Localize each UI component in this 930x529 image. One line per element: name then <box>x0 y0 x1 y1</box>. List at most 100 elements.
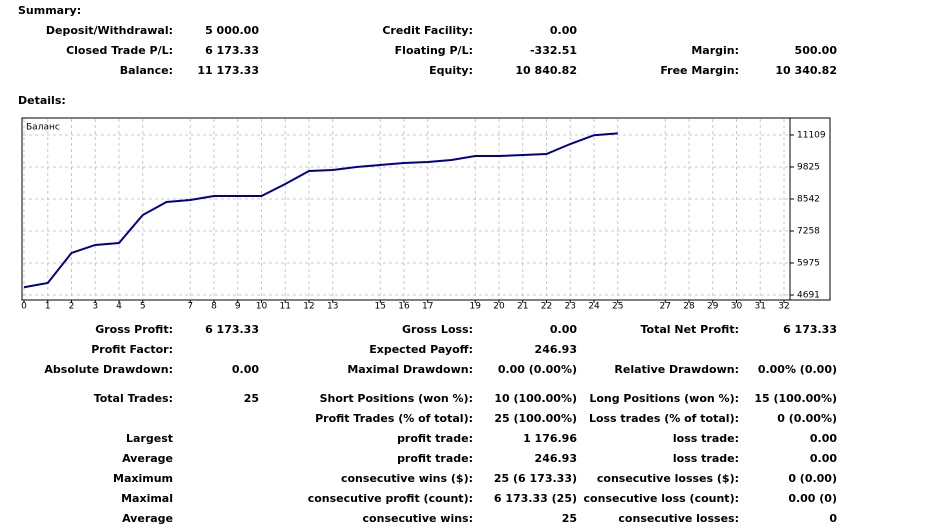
label: Average <box>122 512 173 525</box>
label: consecutive wins: <box>363 512 473 525</box>
label: Gross Profit: <box>95 323 173 336</box>
value: 25 (100.00%) <box>494 412 577 425</box>
x-tick-label: 32 <box>778 302 789 312</box>
x-tick-label: 16 <box>398 302 410 312</box>
value: 246.93 <box>535 343 577 356</box>
label: Closed Trade P/L: <box>66 44 173 57</box>
y-tick-label: 11109 <box>797 130 826 140</box>
label: Expected Payoff: <box>369 343 473 356</box>
x-tick-label: 9 <box>235 302 241 312</box>
x-tick-label: 12 <box>303 302 314 312</box>
label: Gross Loss: <box>402 323 473 336</box>
x-tick-label: 23 <box>565 302 576 312</box>
label: Absolute Drawdown: <box>44 363 173 376</box>
label: Relative Drawdown: <box>614 363 739 376</box>
label: Floating P/L: <box>395 44 473 57</box>
x-tick-label: 19 <box>470 302 482 312</box>
x-tick-label: 22 <box>541 302 552 312</box>
label: Loss trades (% of total): <box>589 412 739 425</box>
x-tick-label: 10 <box>256 302 268 312</box>
chart-frame <box>21 117 831 301</box>
value: 25 <box>244 392 259 405</box>
x-tick-label: 15 <box>375 302 386 312</box>
x-tick-label: 4 <box>116 302 122 312</box>
label: Profit Trades (% of total): <box>315 412 473 425</box>
value: 246.93 <box>535 452 577 465</box>
value: 0.00 <box>550 323 577 336</box>
value: 0.00 <box>232 363 259 376</box>
value: 500.00 <box>795 44 838 57</box>
y-tick-label: 5975 <box>797 258 820 268</box>
label: Profit Factor: <box>91 343 173 356</box>
label: Credit Facility: <box>382 24 473 37</box>
x-tick-label: 31 <box>755 302 766 312</box>
x-tick-label: 7 <box>187 302 193 312</box>
label: consecutive losses ($): <box>597 472 739 485</box>
label: Total Trades: <box>94 392 173 405</box>
x-tick-label: 2 <box>69 302 75 312</box>
value: 1 176.96 <box>523 432 577 445</box>
label: Maximum <box>113 472 173 485</box>
y-tick-label: 9825 <box>797 162 820 172</box>
x-tick-label: 20 <box>493 302 505 312</box>
x-tick-label: 24 <box>588 302 600 312</box>
value: 25 (6 173.33) <box>494 472 577 485</box>
label: Deposit/Withdrawal: <box>46 24 173 37</box>
x-tick-label: 28 <box>683 302 695 312</box>
value: -332.51 <box>530 44 577 57</box>
value: 6 173.33 <box>783 323 837 336</box>
x-tick-label: 1 <box>45 302 51 312</box>
y-tick-label: 7258 <box>797 226 820 236</box>
value: 0.00 (0) <box>788 492 837 505</box>
details-title: Details: <box>18 94 66 107</box>
balance-line <box>23 132 618 289</box>
label: Short Positions (won %): <box>320 392 473 405</box>
label: Long Positions (won %): <box>589 392 739 405</box>
label: Largest <box>126 432 173 445</box>
summary-title: Summary: <box>18 4 81 17</box>
x-tick-label: 27 <box>660 302 671 312</box>
value: 0.00% (0.00) <box>758 363 837 376</box>
value: 6 173.33 <box>205 323 259 336</box>
x-tick-label: 30 <box>731 302 743 312</box>
label: consecutive profit (count): <box>308 492 473 505</box>
value: 10 840.82 <box>515 64 577 77</box>
label: loss trade: <box>673 452 739 465</box>
x-tick-label: 25 <box>612 302 623 312</box>
value: 0.00 (0.00%) <box>498 363 577 376</box>
label: profit trade: <box>397 432 473 445</box>
value: 0.00 <box>810 452 837 465</box>
label: consecutive losses: <box>618 512 739 525</box>
value: 0.00 <box>550 24 577 37</box>
label: consecutive wins ($): <box>341 472 473 485</box>
y-tick-label: 4691 <box>797 290 820 300</box>
label: Margin: <box>691 44 739 57</box>
x-tick-label: 17 <box>422 302 433 312</box>
x-tick-label: 0 <box>21 302 27 312</box>
value: 10 340.82 <box>775 64 837 77</box>
value: 6 173.33 <box>205 44 259 57</box>
label: Maximal Drawdown: <box>347 363 473 376</box>
y-tick-label: 8542 <box>797 194 820 204</box>
x-tick-label: 8 <box>211 302 217 312</box>
value: 5 000.00 <box>205 24 259 37</box>
label: Balance: <box>120 64 173 77</box>
x-tick-label: 13 <box>327 302 338 312</box>
label: consecutive loss (count): <box>584 492 739 505</box>
x-tick-label: 5 <box>140 302 146 312</box>
value: 15 (100.00%) <box>754 392 837 405</box>
value: 10 (100.00%) <box>494 392 577 405</box>
label: Free Margin: <box>660 64 739 77</box>
x-tick-label: 29 <box>707 302 719 312</box>
label: Total Net Profit: <box>641 323 740 336</box>
label: Average <box>122 452 173 465</box>
value: 11 173.33 <box>197 64 259 77</box>
x-tick-label: 21 <box>517 302 528 312</box>
value: 6 173.33 (25) <box>494 492 577 505</box>
value: 25 <box>562 512 577 525</box>
legend-label: Баланс <box>26 123 60 133</box>
value: 0 <box>829 512 837 525</box>
label: loss trade: <box>673 432 739 445</box>
x-tick-label: 3 <box>92 302 98 312</box>
